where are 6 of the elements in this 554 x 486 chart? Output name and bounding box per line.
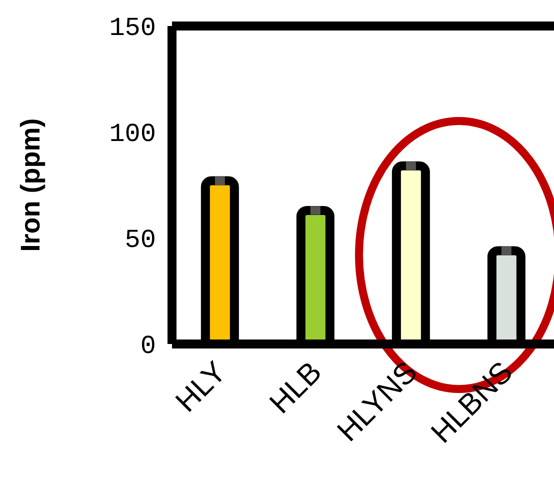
y-tick-label: 150 [109,13,156,43]
y-tick-label: 100 [109,119,156,149]
y-axis-title: Iron (ppm) [16,118,46,252]
y-tick-label: 50 [124,225,156,255]
y-tick-label: 0 [140,331,156,361]
x-tick-label: HLB [264,356,328,420]
